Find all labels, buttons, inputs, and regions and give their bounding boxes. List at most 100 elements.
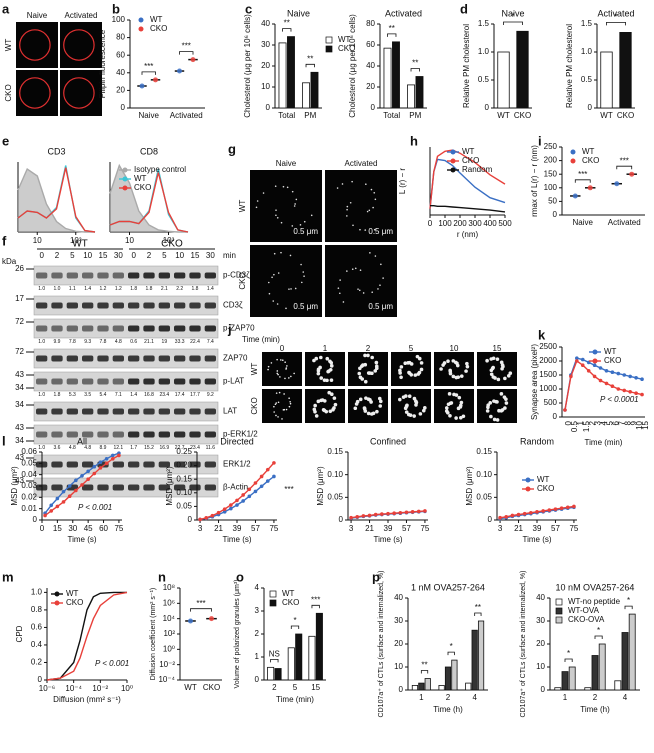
speck bbox=[404, 404, 409, 408]
y-tick-label: 0 bbox=[266, 103, 271, 112]
mean-dot bbox=[614, 181, 620, 187]
x-tick-label: 57 bbox=[402, 524, 411, 533]
band bbox=[128, 431, 140, 438]
significance: ** bbox=[284, 19, 290, 28]
marker bbox=[416, 509, 421, 514]
speck bbox=[353, 406, 358, 411]
marker bbox=[265, 479, 270, 483]
speck bbox=[333, 402, 338, 407]
band-quant: 5.3 bbox=[69, 392, 76, 398]
speck bbox=[294, 287, 297, 290]
band bbox=[66, 325, 78, 332]
mean-dot bbox=[209, 616, 214, 622]
speck bbox=[499, 392, 504, 396]
speck bbox=[288, 405, 291, 408]
x-axis-label: Time (s) bbox=[373, 535, 402, 544]
marker bbox=[610, 384, 615, 389]
legend-dot bbox=[54, 600, 60, 606]
speck bbox=[363, 379, 368, 384]
image-column-label: Activated bbox=[345, 159, 378, 168]
y-tick-label: 0.02 bbox=[21, 492, 37, 501]
speck bbox=[369, 252, 371, 254]
y-tick-label: 20 bbox=[394, 639, 403, 648]
y-tick-label: 40 bbox=[261, 19, 270, 28]
marker bbox=[498, 515, 502, 520]
marker bbox=[265, 467, 270, 472]
y-tick-label: 0 bbox=[553, 210, 558, 219]
micrograph bbox=[16, 22, 58, 68]
x-axis-label: Time (s) bbox=[222, 535, 251, 544]
bar bbox=[438, 685, 445, 691]
legend-label: CKO bbox=[282, 598, 299, 607]
significance: *** bbox=[620, 156, 629, 165]
marker bbox=[61, 489, 66, 494]
legend-dot bbox=[525, 477, 531, 483]
sig-bracket bbox=[474, 612, 482, 616]
speck bbox=[275, 392, 278, 394]
bar bbox=[383, 47, 392, 109]
band-quant: 5.4 bbox=[100, 392, 107, 398]
legend-label: WT-OVA bbox=[568, 606, 600, 615]
y-tick-label: 0.20 bbox=[176, 461, 192, 470]
speck bbox=[346, 215, 348, 217]
legend-dot bbox=[122, 167, 128, 173]
x-tick-label: Activated bbox=[170, 111, 203, 120]
y-tick-label: 1.0 bbox=[31, 587, 43, 596]
marker bbox=[598, 378, 603, 383]
x-tick-label: 39 bbox=[533, 524, 542, 533]
marker bbox=[92, 471, 97, 476]
band-quant: 19 bbox=[162, 339, 168, 345]
speck bbox=[374, 364, 379, 369]
x-axis-label: Time (min) bbox=[585, 438, 623, 447]
x-tick-label: WT bbox=[600, 111, 613, 120]
x-tick-label: 0.5 bbox=[570, 420, 579, 432]
band bbox=[51, 355, 63, 362]
marker bbox=[510, 513, 515, 518]
band bbox=[97, 302, 109, 309]
y-tick-label: 1 bbox=[255, 652, 260, 661]
band bbox=[128, 272, 140, 279]
chart-title: Random bbox=[520, 436, 554, 446]
x-tick-label: 10 bbox=[125, 236, 134, 245]
band-quant: 15.2 bbox=[144, 445, 154, 451]
marker bbox=[423, 509, 427, 513]
band bbox=[97, 355, 109, 362]
bar bbox=[598, 643, 606, 691]
y-axis-label: Relative PM cholesterol bbox=[565, 24, 574, 108]
speck bbox=[403, 361, 408, 366]
significance: ** bbox=[412, 59, 418, 68]
band-quant: 21.1 bbox=[144, 339, 154, 345]
legend-dot bbox=[592, 349, 598, 355]
x-tick-label: 500 bbox=[498, 219, 512, 228]
speck bbox=[303, 220, 306, 223]
y-tick-label: 200 bbox=[544, 156, 558, 165]
y-tick-label: 10⁴ bbox=[163, 614, 176, 623]
marker bbox=[565, 505, 570, 510]
speck bbox=[371, 411, 376, 416]
band bbox=[51, 408, 63, 415]
marker bbox=[204, 516, 209, 520]
speck bbox=[441, 363, 445, 367]
y-axis-label: Volume of polarized granules (μm³) bbox=[234, 579, 241, 688]
speck bbox=[278, 391, 281, 394]
panel-label: e bbox=[2, 133, 9, 148]
y-tick-label: 0.25 bbox=[176, 447, 192, 456]
y-tick-label: 30 bbox=[536, 616, 545, 625]
y-tick-label: 80 bbox=[366, 19, 375, 28]
band bbox=[158, 461, 170, 468]
legend-swatch bbox=[269, 599, 277, 607]
micrograph bbox=[60, 70, 102, 116]
y-tick-label: 40 bbox=[366, 61, 375, 70]
band bbox=[112, 272, 124, 279]
y-tick-label: 10⁰ bbox=[163, 644, 175, 653]
legend-swatch bbox=[325, 45, 333, 53]
band bbox=[82, 272, 94, 279]
speck bbox=[502, 395, 507, 399]
y-axis-label: Synapse area (pixel²) bbox=[530, 344, 539, 420]
band-quant: 1.8 bbox=[146, 286, 153, 292]
bar bbox=[561, 671, 569, 691]
x-tick-label: 10⁰ bbox=[121, 684, 133, 693]
band-quant: 1.0 bbox=[54, 286, 61, 292]
speck bbox=[357, 371, 362, 376]
speck bbox=[282, 185, 285, 188]
